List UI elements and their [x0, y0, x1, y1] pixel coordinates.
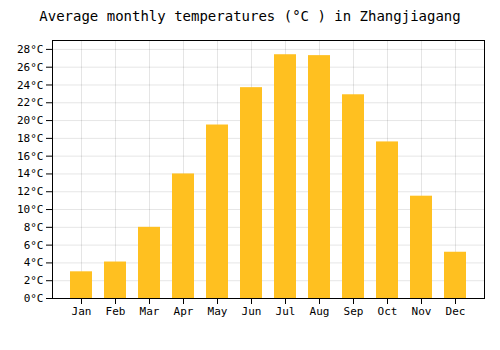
svg-text:Dec: Dec	[446, 305, 466, 318]
svg-text:May: May	[208, 305, 228, 318]
svg-text:20°C: 20°C	[17, 114, 44, 127]
svg-text:28°C: 28°C	[17, 43, 44, 56]
svg-text:Feb: Feb	[106, 305, 126, 318]
svg-text:Nov: Nov	[412, 305, 432, 318]
svg-text:Jul: Jul	[276, 305, 296, 318]
svg-text:16°C: 16°C	[17, 150, 44, 163]
svg-text:Sep: Sep	[344, 305, 364, 318]
svg-text:24°C: 24°C	[17, 79, 44, 92]
svg-text:10°C: 10°C	[17, 203, 44, 216]
svg-text:Aug: Aug	[310, 305, 330, 318]
svg-text:4°C: 4°C	[24, 256, 44, 269]
svg-text:Apr: Apr	[174, 305, 194, 318]
svg-text:26°C: 26°C	[17, 61, 44, 74]
svg-text:6°C: 6°C	[24, 239, 44, 252]
svg-text:Jun: Jun	[242, 305, 262, 318]
svg-text:2°C: 2°C	[24, 274, 44, 287]
svg-text:Jan: Jan	[72, 305, 92, 318]
svg-text:22°C: 22°C	[17, 96, 44, 109]
svg-text:8°C: 8°C	[24, 221, 44, 234]
svg-text:Oct: Oct	[378, 305, 398, 318]
html-text:Average monthly temperatures (: Average monthly temperatures (°C ) in Zh…	[39, 8, 461, 24]
svg-text:18°C: 18°C	[17, 132, 44, 145]
svg-text:14°C: 14°C	[17, 167, 44, 180]
svg-text:0°C: 0°C	[24, 292, 44, 305]
svg-text:Mar: Mar	[140, 305, 160, 318]
svg-text:12°C: 12°C	[17, 185, 44, 198]
